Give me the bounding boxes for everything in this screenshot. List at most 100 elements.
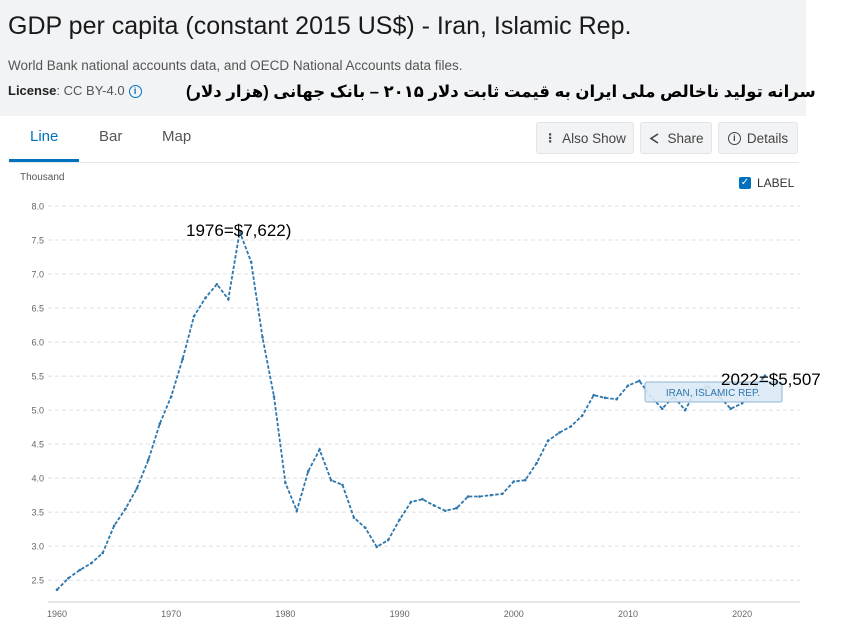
share-button[interactable]: Share (640, 122, 712, 154)
data-point[interactable] (318, 448, 321, 451)
y-tick-label: 5.0 (31, 406, 44, 416)
series-line (56, 228, 766, 591)
data-point[interactable] (523, 478, 527, 482)
y-tick-label: 7.5 (31, 236, 44, 246)
data-point[interactable] (204, 296, 207, 300)
y-tick-label: 8.0 (31, 202, 44, 212)
x-tick-label: 1970 (161, 609, 181, 619)
data-point[interactable] (489, 493, 493, 497)
data-point[interactable] (101, 551, 104, 555)
y-tick-label: 5.5 (31, 372, 44, 382)
more-vertical-icon: ⋮ (544, 131, 557, 145)
hover-tooltip: IRAN, ISLAMIC REP. (644, 381, 783, 403)
data-point[interactable] (261, 336, 264, 339)
data-point[interactable] (432, 504, 436, 507)
label-toggle[interactable]: ✓ LABEL (739, 176, 794, 190)
y-tick-labels: 2.5 3.0 3.5 4.0 4.5 5.0 5.5 6.0 6.5 7.0 7.5 8.0 (31, 202, 44, 586)
data-point[interactable] (78, 568, 82, 572)
x-tick-label: 1980 (275, 609, 295, 619)
data-point[interactable] (181, 357, 184, 361)
y-tick-label: 7.0 (31, 270, 44, 280)
source-note: World Bank national accounts data, and O… (8, 58, 463, 73)
data-point[interactable] (272, 395, 276, 398)
data-point[interactable] (409, 500, 413, 504)
info-icon[interactable]: i (128, 85, 142, 98)
license-label: License (8, 83, 57, 98)
data-point[interactable] (466, 495, 470, 498)
annotation-2022: 2022=$5,507 (721, 370, 821, 389)
data-point[interactable] (615, 397, 618, 401)
data-point[interactable] (124, 507, 127, 511)
data-point[interactable] (55, 588, 59, 592)
tab-line[interactable]: Line (30, 128, 59, 145)
x-tick-label: 2010 (618, 609, 638, 619)
y-tick-label: 6.0 (31, 338, 44, 348)
also-show-button[interactable]: ⋮ Also Show (536, 122, 634, 154)
data-point[interactable] (455, 506, 458, 510)
data-point[interactable] (238, 230, 242, 234)
details-button[interactable]: i Details (718, 122, 798, 154)
chart-grid (48, 205, 800, 603)
data-point[interactable] (569, 425, 573, 428)
data-point[interactable] (546, 439, 550, 443)
x-tick-label: 1960 (47, 609, 67, 619)
data-point[interactable] (683, 408, 687, 412)
y-tick-label: 3.0 (31, 542, 44, 552)
data-point[interactable] (341, 483, 344, 487)
y-tick-label: 2.5 (31, 576, 44, 586)
data-point[interactable] (364, 526, 367, 530)
data-point[interactable] (535, 461, 538, 465)
label-toggle-text: LABEL (757, 176, 795, 190)
details-info-icon: i (727, 131, 741, 145)
details-label: Details (746, 130, 789, 146)
data-point[interactable] (215, 282, 219, 286)
active-tab-indicator (9, 159, 79, 162)
data-point[interactable] (89, 561, 93, 565)
x-tick-labels: 1960 1970 1980 1990 2000 2010 2020 (47, 609, 752, 619)
data-point[interactable] (386, 538, 390, 542)
y-tick-label: 3.5 (31, 508, 44, 518)
tab-map[interactable]: Map (162, 128, 192, 145)
x-tick-label: 1990 (390, 609, 410, 619)
data-point[interactable] (443, 509, 447, 513)
data-point[interactable] (329, 478, 333, 482)
share-label: Share (667, 130, 704, 146)
data-point[interactable] (740, 402, 744, 405)
data-point[interactable] (558, 431, 561, 434)
data-point[interactable] (306, 470, 310, 473)
data-point[interactable] (249, 260, 253, 264)
data-point[interactable] (295, 509, 299, 513)
data-point[interactable] (626, 384, 630, 387)
tab-divider (9, 162, 799, 163)
also-show-label: Also Show (562, 130, 626, 146)
data-point[interactable] (67, 576, 70, 580)
x-tick-label: 2000 (504, 609, 524, 619)
data-point[interactable] (352, 516, 356, 519)
data-point[interactable] (638, 379, 641, 383)
data-point[interactable] (284, 481, 287, 485)
data-point[interactable] (421, 497, 424, 501)
checkbox-checked-icon[interactable]: ✓ (739, 177, 751, 189)
data-point[interactable] (158, 422, 162, 426)
data-point[interactable] (603, 396, 607, 400)
tooltip-box (644, 381, 783, 403)
data-point[interactable] (112, 524, 116, 528)
tab-bar[interactable]: Bar (99, 128, 123, 145)
data-point[interactable] (135, 487, 139, 490)
license-line: License: CC BY-4.0 i (8, 83, 142, 98)
data-point[interactable] (512, 480, 516, 483)
data-point[interactable] (226, 297, 230, 301)
data-point[interactable] (192, 314, 196, 318)
data-point[interactable] (478, 495, 481, 498)
data-point[interactable] (169, 395, 173, 398)
data-point[interactable] (375, 545, 379, 549)
data-point[interactable] (592, 393, 596, 397)
data-point[interactable] (147, 458, 150, 462)
x-tick-label: 2020 (732, 609, 752, 619)
data-point[interactable] (580, 414, 584, 417)
data-point[interactable] (398, 518, 401, 521)
data-point[interactable] (729, 407, 733, 411)
data-point[interactable] (763, 374, 767, 377)
data-point[interactable] (660, 407, 664, 411)
data-point[interactable] (501, 492, 504, 496)
